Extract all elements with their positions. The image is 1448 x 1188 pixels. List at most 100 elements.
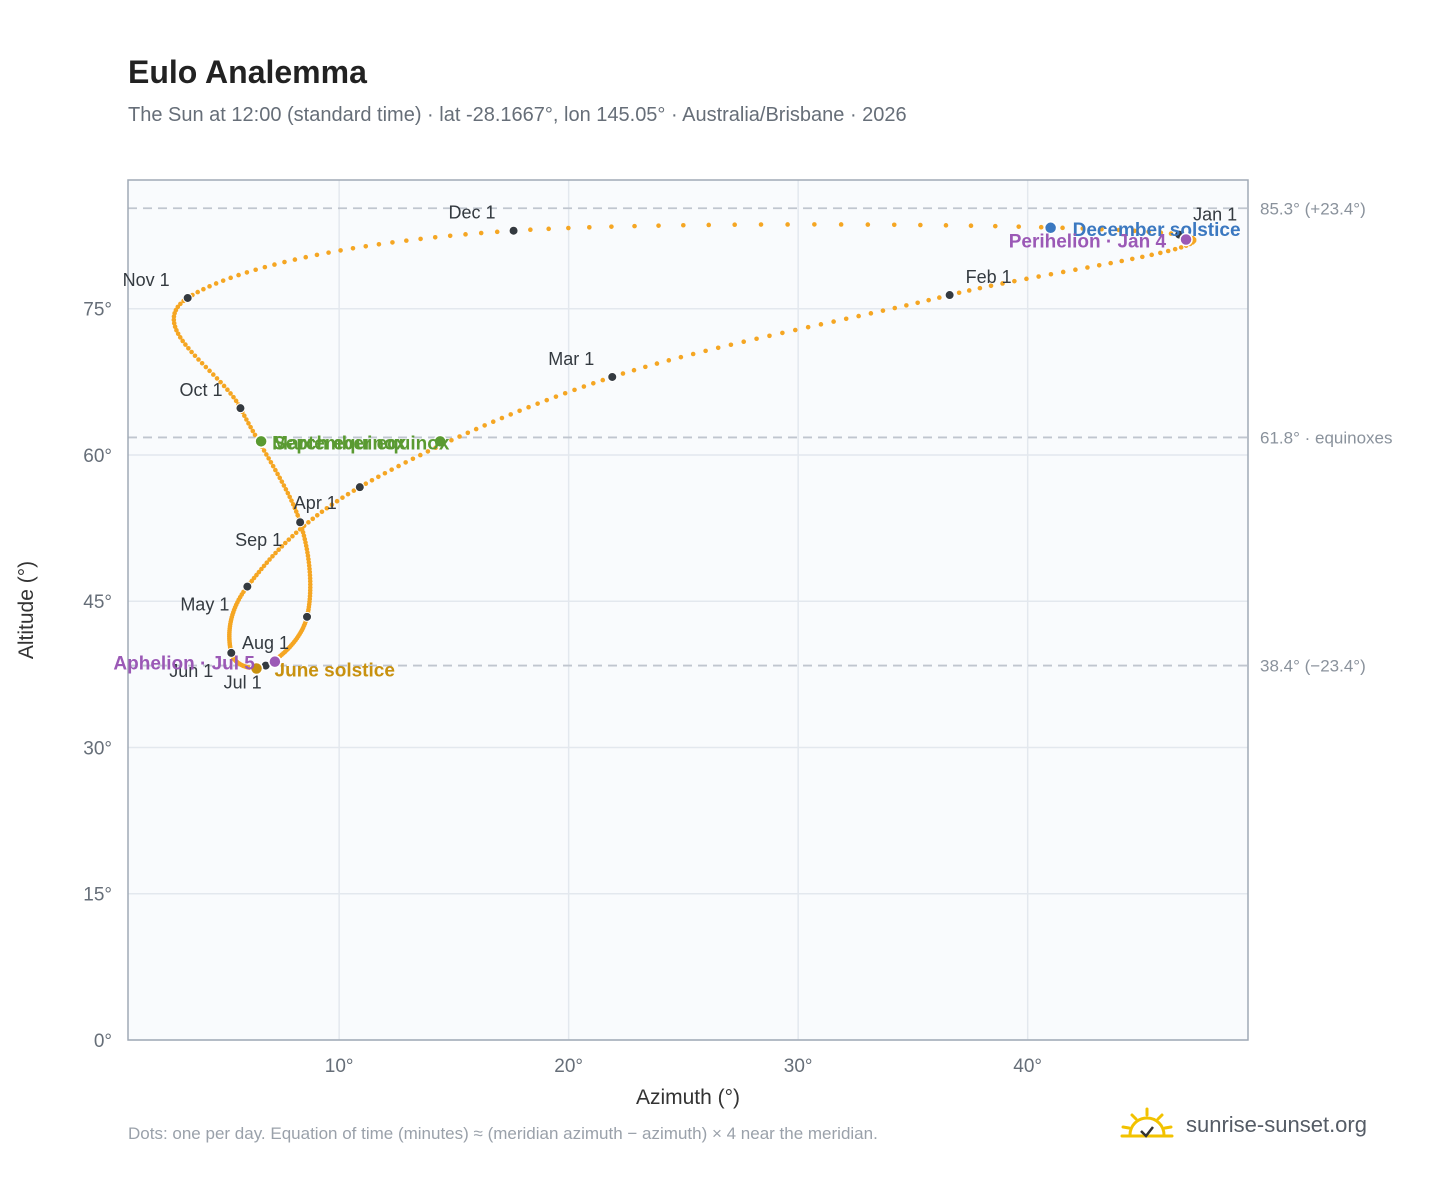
daily-dot <box>177 335 183 340</box>
daily-dot <box>482 423 487 428</box>
daily-dot <box>1099 226 1104 232</box>
x-axis-label: Azimuth (°) <box>636 1086 740 1109</box>
x-tick-label: 40° <box>1013 1056 1042 1077</box>
daily-dot <box>175 304 181 310</box>
daily-dot <box>620 371 626 376</box>
daily-dot <box>1073 267 1078 273</box>
daily-dot <box>214 376 220 381</box>
daily-dot <box>293 530 299 536</box>
x-tick-label: 30° <box>784 1056 813 1077</box>
daily-dot <box>382 470 388 476</box>
reference-line-label: 85.3° (+23.4°) <box>1260 199 1366 218</box>
daily-dot <box>892 305 898 311</box>
daily-dot <box>207 284 212 289</box>
daily-dot <box>174 327 179 333</box>
daily-dot <box>499 415 505 421</box>
daily-dot <box>213 281 219 286</box>
footnote: Dots: one per day. Equation of time (min… <box>128 1124 878 1143</box>
daily-dot <box>273 467 278 473</box>
y-tick-label: 30° <box>83 738 112 759</box>
month-marker-dot <box>944 290 955 301</box>
month-marker-label: Jul 1 <box>224 673 262 693</box>
daily-dot <box>643 364 648 370</box>
daily-dot <box>818 322 824 327</box>
daily-dot <box>199 360 205 366</box>
daily-dot <box>228 275 233 281</box>
reference-lines: 85.3° (+23.4°) 61.8° · equinoxes 38.4° (−2… <box>128 199 1393 676</box>
daily-dot <box>1038 224 1044 230</box>
month-marker-label: Sep 1 <box>235 530 282 550</box>
daily-dot <box>390 240 395 245</box>
daily-dot <box>228 391 233 396</box>
daily-dot <box>253 267 258 273</box>
event-label: March equinox <box>272 433 407 454</box>
daily-dot <box>283 487 289 492</box>
daily-dot <box>203 364 209 370</box>
daily-dot <box>172 324 178 330</box>
daily-dot <box>792 327 798 333</box>
daily-dot <box>272 262 277 267</box>
daily-dot <box>220 278 226 283</box>
daily-dot <box>880 308 886 313</box>
daily-dot <box>943 223 949 228</box>
daily-dot <box>233 398 239 404</box>
daily-dot <box>192 353 198 359</box>
daily-dot <box>1149 252 1154 258</box>
daily-dot <box>295 512 300 518</box>
daily-dot <box>175 331 181 337</box>
daily-dot <box>926 297 931 303</box>
month-marker-label: Apr 1 <box>294 493 337 513</box>
daily-dot <box>838 222 844 227</box>
daily-dot <box>270 553 275 559</box>
event-marker-dot <box>1043 221 1058 235</box>
daily-dot <box>681 222 686 228</box>
daily-dot <box>1119 258 1125 264</box>
event-label: December solstice <box>1073 220 1241 241</box>
daily-dot <box>805 324 811 330</box>
daily-dot <box>329 502 335 508</box>
brand-logo[interactable]: sunrise-sunset.org <box>1120 1100 1367 1150</box>
daily-dot <box>195 289 200 295</box>
daily-dot <box>1158 230 1164 235</box>
daily-dot <box>1060 269 1066 275</box>
daily-dot <box>403 460 408 465</box>
daily-dot <box>248 424 253 430</box>
chart-title: Eulo Analemma <box>128 54 367 90</box>
daily-dot <box>1132 228 1137 234</box>
daily-dot <box>338 248 343 253</box>
daily-dot <box>261 563 267 569</box>
daily-dot <box>293 509 299 514</box>
daily-dot <box>490 419 496 425</box>
y-tick-label: 0° <box>94 1031 112 1052</box>
daily-dot <box>546 226 551 232</box>
daily-dot <box>728 342 734 348</box>
daily-dot <box>171 320 177 326</box>
daily-dot <box>404 238 409 243</box>
daily-dot <box>246 421 251 426</box>
month-marker-label: May 1 <box>180 595 229 615</box>
event-marker-dot <box>1179 232 1193 247</box>
daily-dot <box>242 413 247 418</box>
plot-background <box>128 180 1248 1040</box>
daily-dot <box>201 286 206 292</box>
event-label: Perihelion · Jan 4 <box>1009 231 1167 252</box>
daily-dot <box>447 233 453 239</box>
month-marker-dot <box>235 403 246 414</box>
daily-dot <box>706 222 712 228</box>
month-marker-label: Jun 1 <box>169 661 213 681</box>
daily-dot <box>410 456 416 462</box>
month-marker-label: Nov 1 <box>123 270 170 290</box>
daily-dot <box>831 319 836 324</box>
daily-dot <box>345 491 351 497</box>
daily-dot <box>977 285 983 291</box>
daily-dot <box>1158 250 1163 256</box>
daily-dot <box>1016 224 1022 229</box>
daily-dot <box>273 550 278 556</box>
month-marker-label: Aug 1 <box>242 633 289 653</box>
daily-dot <box>287 494 292 500</box>
daily-dot <box>286 537 292 542</box>
daily-dot <box>282 259 287 265</box>
daily-dot <box>351 488 357 493</box>
y-tick-label: 45° <box>83 592 112 613</box>
daily-dot <box>843 316 849 322</box>
